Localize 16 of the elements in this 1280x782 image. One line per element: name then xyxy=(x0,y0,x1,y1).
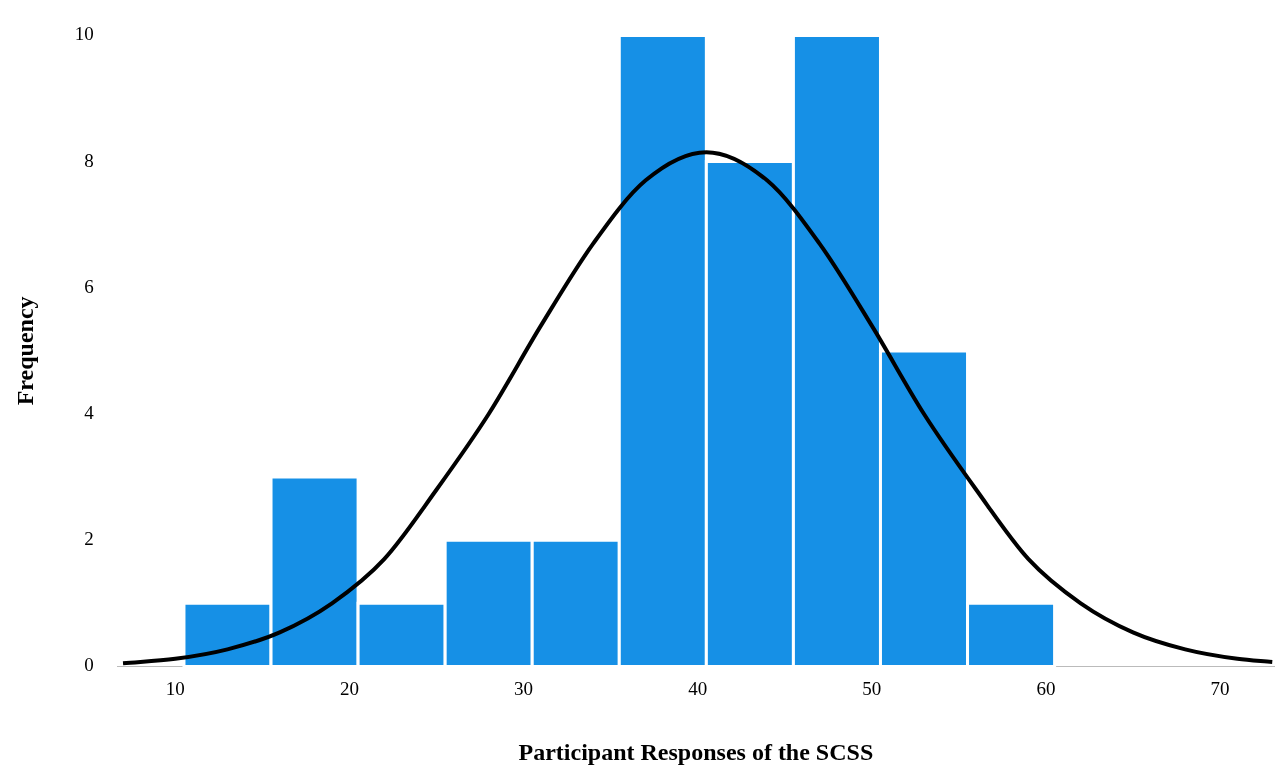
line-series xyxy=(121,150,1274,666)
x-tick-label: 50 xyxy=(862,677,882,699)
x-tick-label: 30 xyxy=(514,677,534,699)
x-axis-title: Participant Responses of the SCSS xyxy=(518,738,874,765)
x-tick-label: 70 xyxy=(1210,677,1230,699)
x-tick-label: 40 xyxy=(688,677,708,699)
y-tick-label: 8 xyxy=(84,149,94,171)
y-tick-label: 0 xyxy=(84,654,94,676)
x-tick-label: 10 xyxy=(165,677,185,699)
y-tick-label: 4 xyxy=(84,401,95,423)
y-tick-label: 10 xyxy=(74,23,94,45)
y-axis-title: Frequency xyxy=(11,296,38,406)
y-tick-label: 2 xyxy=(84,528,94,550)
x-tick-label: 20 xyxy=(339,677,359,699)
y-tick-label: 6 xyxy=(84,275,94,297)
x-tick-label: 60 xyxy=(1036,677,1056,699)
